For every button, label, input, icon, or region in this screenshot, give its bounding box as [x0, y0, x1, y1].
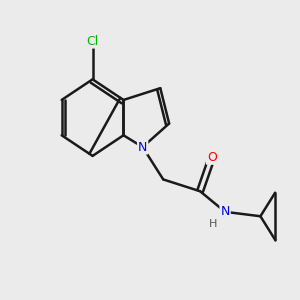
Text: N: N: [138, 141, 147, 154]
Text: H: H: [208, 219, 217, 229]
Text: N: N: [220, 205, 230, 218]
Text: Cl: Cl: [86, 34, 99, 48]
Text: O: O: [207, 151, 217, 164]
